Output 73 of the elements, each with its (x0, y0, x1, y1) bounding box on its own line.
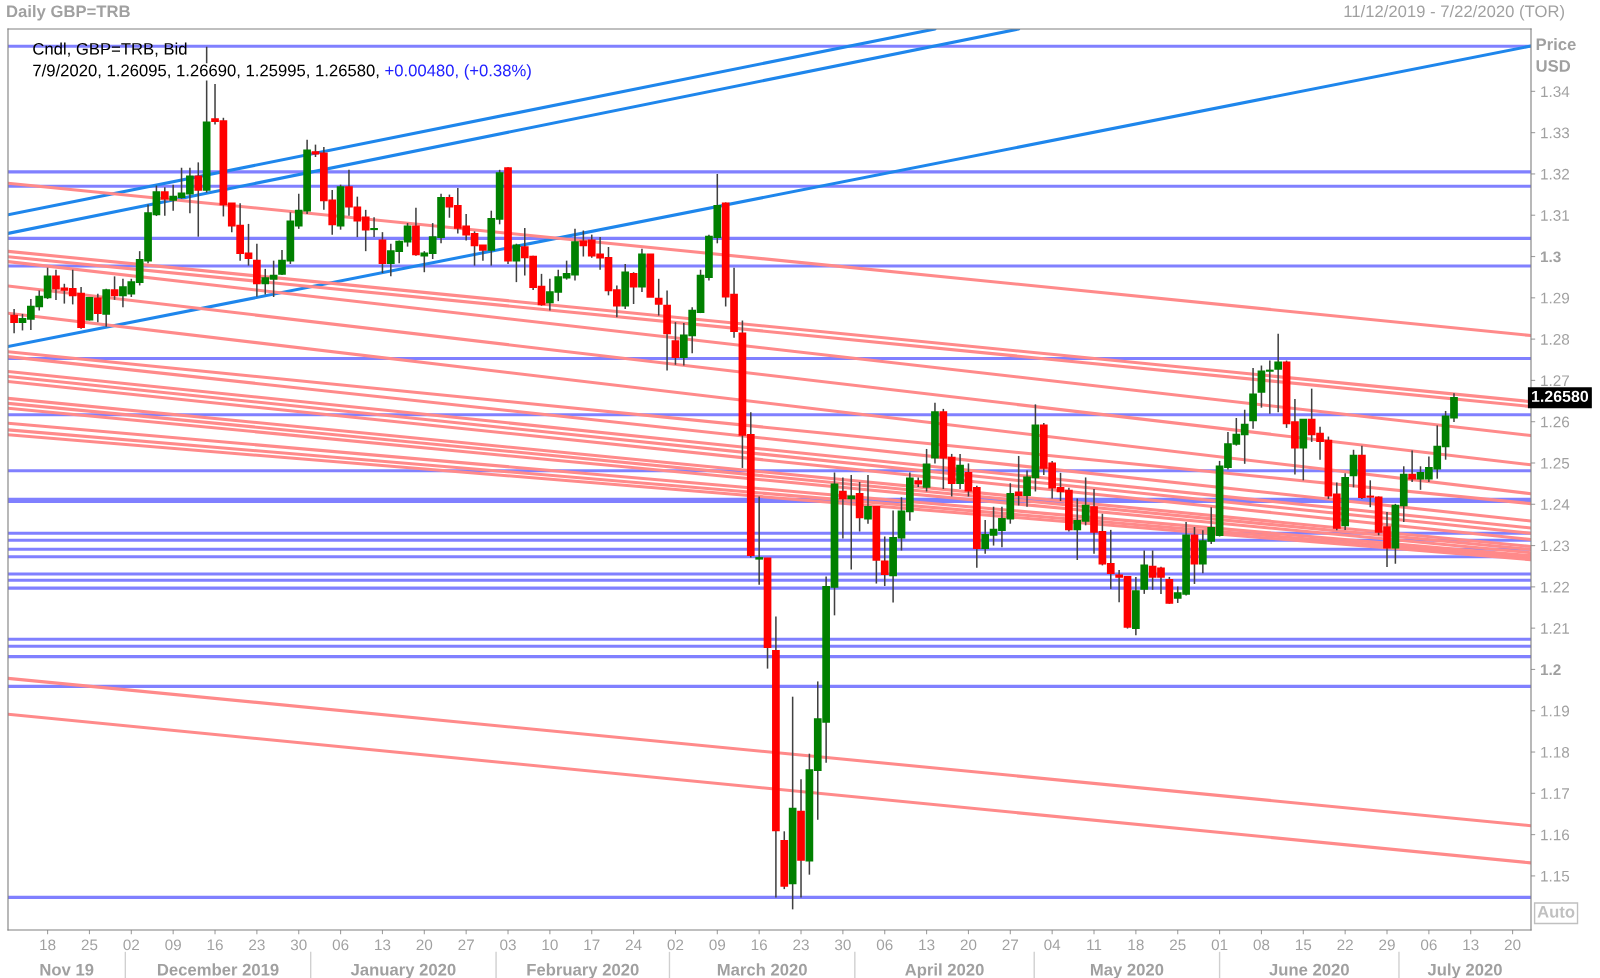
y-tick-label: 1.21 (1541, 623, 1570, 634)
x-tick-label: 24 (625, 939, 642, 951)
y-tick-label: 1.27 (1541, 375, 1569, 386)
y-tick-label: 1.26 (1541, 416, 1570, 428)
annotation: Cndl, GBP=TRB, Bid (33, 42, 187, 57)
y-tick-label: 1.24 (1541, 499, 1570, 510)
y-tick-label: 1.29 (1541, 292, 1570, 304)
text: February 2020 (527, 963, 639, 978)
x-tick-label: 09 (165, 939, 181, 951)
x-tick-label: 11 (1087, 939, 1102, 951)
x-tick-label: 02 (667, 939, 684, 951)
x-tick-label: 29 (1379, 939, 1395, 951)
chart-title: Daily GBP=TRB (7, 5, 130, 21)
y-tick-label: 1.16 (1541, 829, 1570, 841)
x-tick-label: 09 (709, 939, 726, 951)
x-tick-label: 16 (751, 939, 767, 951)
text: July 2020 (1427, 963, 1502, 978)
text: March 2020 (717, 963, 807, 976)
y-tick-label: 1.25 (1541, 457, 1570, 469)
text: June 2020 (1269, 963, 1349, 976)
x-tick-label: 08 (1253, 939, 1270, 951)
text: 1.26580 (1532, 390, 1589, 403)
x-tick-label: 27 (1002, 939, 1019, 951)
x-tick-label: 06 (876, 939, 893, 951)
x-tick-label: 18 (40, 939, 56, 951)
x-tick-label: 16 (207, 939, 223, 951)
x-tick-label: 23 (793, 939, 809, 951)
x-tick-label: 30 (290, 939, 307, 951)
x-tick-label: 02 (123, 939, 140, 951)
y-tick-label: 1.2 (1540, 664, 1561, 675)
y-tick-label: 1.31 (1541, 210, 1570, 221)
text: Nov 19 (40, 963, 94, 976)
x-tick-label: 22 (1337, 939, 1353, 951)
y-tick-label: 1.23 (1541, 540, 1570, 552)
x-tick-label: 23 (249, 939, 265, 951)
x-tick-label: 06 (332, 939, 349, 951)
y-tick-label: 1.32 (1541, 168, 1569, 180)
y-axis-title: Price USD (1536, 38, 1576, 72)
x-tick-label: 04 (1044, 939, 1061, 951)
x-tick-label: 13 (375, 939, 391, 951)
x-tick-label: 25 (81, 939, 98, 951)
y-tick-label: 1.34 (1541, 86, 1570, 98)
y-tick-label: 1.19 (1541, 705, 1570, 717)
text: December 2019 (157, 963, 279, 976)
x-tick-label: 17 (584, 939, 600, 951)
y-tick-label: 1.22 (1541, 581, 1569, 593)
x-tick-label: 13 (919, 939, 935, 951)
y-tick-label: 1.15 (1541, 870, 1570, 882)
x-tick-label: 06 (1420, 939, 1437, 951)
x-tick-label: 10 (542, 939, 558, 951)
x-tick-label: 30 (834, 939, 851, 951)
text: April 2020 (905, 963, 984, 978)
y-tick-label: 1.33 (1541, 127, 1570, 139)
x-tick-label: 18 (1128, 939, 1144, 951)
y-tick-label: 1.28 (1541, 333, 1570, 345)
text: May 2020 (1090, 963, 1164, 978)
x-tick-label: 20 (960, 939, 977, 951)
annotation: +0.00480, (+0.38%) (385, 64, 531, 80)
y-tick-label: 1.3 (1540, 251, 1561, 263)
chart-subtitle: 11/12/2019 - 7/22/2020 (TOR) (1344, 5, 1564, 21)
x-tick-label: 27 (458, 939, 474, 951)
x-tick-label: 13 (1463, 939, 1479, 951)
x-tick-label: 01 (1211, 939, 1228, 951)
annotation: 7/9/2020, 1.26095, 1.26690, 1.25995, 1.26580, (33, 64, 379, 79)
x-tick-label: 15 (1295, 939, 1312, 951)
x-tick-label: 20 (416, 939, 433, 951)
y-tick-label: 1.18 (1541, 746, 1570, 758)
x-tick-label: 25 (1170, 939, 1186, 951)
y-tick-label: 1.17 (1541, 788, 1569, 799)
x-tick-label: 20 (1504, 939, 1521, 951)
text: January 2020 (350, 963, 456, 978)
text: Auto (1537, 906, 1575, 918)
x-tick-label: 03 (500, 939, 516, 951)
